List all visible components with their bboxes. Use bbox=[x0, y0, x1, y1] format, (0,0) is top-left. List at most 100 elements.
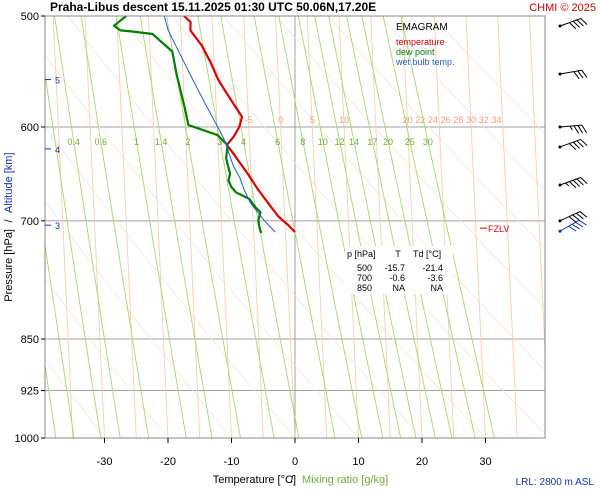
table-row-500-td: -21.4 bbox=[422, 263, 443, 273]
isotherm-label: 22 bbox=[415, 115, 425, 125]
mixing-ratio-label: 30 bbox=[423, 137, 433, 147]
lrl-label: LRL: 2800 m ASL bbox=[516, 477, 595, 488]
table-row-850-td: NA bbox=[430, 283, 443, 293]
wind-barb-flag bbox=[577, 125, 584, 134]
dry-adiabat bbox=[45, 126, 296, 438]
wind-barb-flag bbox=[569, 181, 577, 189]
x-axis-label: Temperature [°C] bbox=[213, 474, 296, 486]
table-row-850-t: NA bbox=[392, 283, 405, 293]
isotherm-line bbox=[561, 16, 581, 438]
y-tick-label: 850 bbox=[21, 334, 39, 346]
mixing-ratio-label: 17 bbox=[367, 137, 377, 147]
wind-barb-flag bbox=[575, 221, 584, 228]
altitude-tick-label: 3 bbox=[55, 221, 60, 231]
isotherm-label: 26 bbox=[441, 115, 451, 125]
table-row-500-p: 500 bbox=[357, 263, 372, 273]
dry-adiabat bbox=[119, 16, 486, 438]
mixing-ratio-line bbox=[45, 361, 57, 438]
mixing-ratio-line bbox=[45, 241, 75, 438]
wind-barb-half bbox=[569, 125, 573, 131]
isotherm-line bbox=[179, 16, 201, 438]
dry-adiabat bbox=[275, 16, 545, 309]
isotherms bbox=[0, 16, 600, 438]
mixing-ratio-label: 0.6 bbox=[95, 137, 108, 147]
isotherm-line bbox=[0, 16, 9, 438]
mixing-ratio-line bbox=[400, 16, 495, 438]
mixing-ratio-label: 1.4 bbox=[155, 137, 168, 147]
y-axis-label-altitude: Altitude [km] bbox=[3, 152, 15, 213]
wind-barb-dot bbox=[558, 219, 562, 223]
series-wet-bulb-temp bbox=[163, 16, 276, 233]
mixing-ratio-lines bbox=[45, 16, 495, 438]
mixing-ratio-line bbox=[346, 16, 436, 438]
isotherm-label: 30 bbox=[466, 115, 476, 125]
mixing-ratio-label: 20 bbox=[383, 137, 393, 147]
sounding-series bbox=[112, 16, 296, 234]
isotherm-label: 20 bbox=[403, 115, 413, 125]
mixing-ratio-line bbox=[278, 16, 363, 438]
y-tick-label: 925 bbox=[21, 386, 39, 398]
y-axis-label-sep: / bbox=[3, 219, 15, 223]
wind-barb-flag bbox=[569, 143, 577, 151]
x-tick-label: 10 bbox=[352, 456, 364, 468]
table-row-500-t: -15.7 bbox=[384, 263, 405, 273]
wind-barb bbox=[558, 219, 587, 233]
mixing-ratio-label: 6 bbox=[275, 137, 280, 147]
mixing-ratio-line bbox=[328, 16, 417, 438]
data-table: p [hPa] T Td [°C] 500 -15.7 -21.4 700 -0… bbox=[345, 246, 453, 294]
credit-label: CHMI © 2025 bbox=[529, 2, 596, 14]
isotherm-line bbox=[402, 16, 423, 438]
mixing-ratio-line bbox=[166, 16, 241, 438]
wind-barb-flag bbox=[572, 141, 580, 149]
grid bbox=[45, 16, 545, 438]
mixing-ratio-label: 12 bbox=[335, 137, 345, 147]
wind-barb-dot bbox=[558, 72, 562, 76]
dry-adiabat bbox=[45, 278, 169, 438]
y-tick-label: 700 bbox=[21, 216, 39, 228]
mixing-ratio-label: 4 bbox=[241, 137, 246, 147]
wind-barb-flag bbox=[572, 179, 580, 187]
isotherm-line bbox=[243, 16, 264, 438]
table-header-td: Td [°C] bbox=[413, 249, 441, 259]
y-axis-label: Pressure [hPa] bbox=[3, 229, 15, 302]
isotherm-line bbox=[497, 16, 518, 438]
mixing-ratio-line bbox=[382, 16, 476, 438]
x-tick-label: 30 bbox=[479, 456, 491, 468]
legend-wet-bulb: wet bulb temp. bbox=[395, 57, 455, 67]
isotherm-line bbox=[433, 16, 455, 438]
wind-barb-flag bbox=[576, 178, 584, 186]
isotherm-label: 0 bbox=[278, 115, 283, 125]
altitude-tick-label: 5 bbox=[55, 76, 60, 86]
x-tick-label: 0 bbox=[292, 456, 298, 468]
wind-barb-flag bbox=[577, 70, 584, 79]
dry-adiabat bbox=[45, 54, 359, 438]
wind-barb-dot bbox=[558, 24, 562, 28]
mixing-ratio-label: 1 bbox=[134, 137, 139, 147]
x-tick-label: 20 bbox=[416, 456, 428, 468]
mixing-ratio-line bbox=[80, 16, 150, 438]
table-header-t: T bbox=[395, 249, 401, 259]
dry-adiabat bbox=[45, 201, 232, 438]
mixing-ratio-label: 2 bbox=[186, 137, 191, 147]
series-dew-point bbox=[112, 16, 263, 234]
wind-barb-flag bbox=[576, 212, 584, 220]
wind-barb-flag bbox=[576, 19, 584, 27]
series-temperature bbox=[183, 16, 296, 233]
mixing-ratio-line bbox=[45, 71, 102, 438]
guide-labels: -5 0 5 10 20 22 24 26 28 30 32 340.4 0.6 1 1.4 2 3 4 6 8 10 1… bbox=[67, 115, 501, 147]
x-axis-label-sep: / bbox=[290, 474, 294, 486]
isotherm-line bbox=[593, 16, 600, 438]
table-row-700-td: -3.6 bbox=[427, 273, 443, 283]
wind-barb-flag bbox=[580, 18, 588, 25]
isotherm-label: 32 bbox=[479, 115, 489, 125]
wind-barb-flag bbox=[568, 216, 577, 223]
wind-barb-half bbox=[565, 182, 570, 187]
wind-barb bbox=[558, 177, 588, 189]
mixing-ratio-line bbox=[314, 16, 402, 438]
wind-barb bbox=[558, 124, 588, 134]
mixing-ratio-line bbox=[115, 16, 187, 438]
dry-adiabat bbox=[67, 16, 423, 438]
wind-barb-flag bbox=[572, 214, 581, 221]
